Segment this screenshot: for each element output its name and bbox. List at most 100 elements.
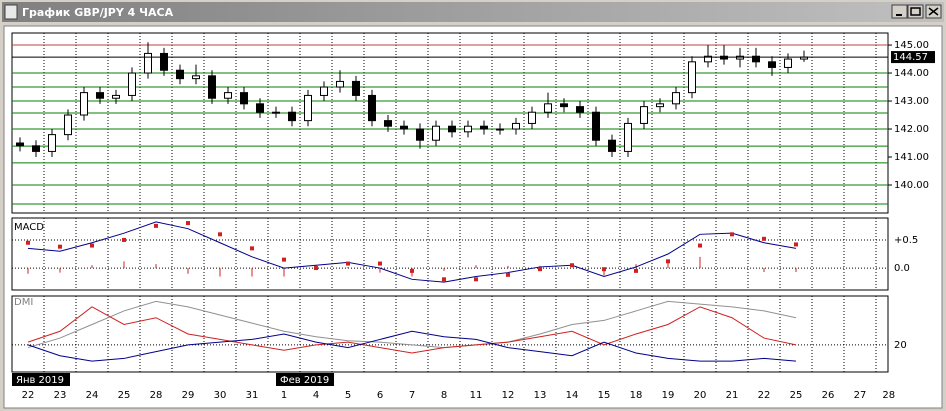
panel-title: DMI xyxy=(14,297,33,308)
x-tick-label: 24 xyxy=(86,390,99,401)
signal-dot xyxy=(730,232,734,237)
last-price-box xyxy=(891,51,935,64)
x-tick-label: 12 xyxy=(502,390,515,401)
x-tick-label: 19 xyxy=(662,390,675,401)
signal-dot xyxy=(794,242,798,247)
candle-body xyxy=(80,92,88,116)
candle-body xyxy=(592,111,600,141)
candle-body xyxy=(256,103,264,113)
candle-body xyxy=(720,55,728,60)
x-tick-label: 31 xyxy=(246,390,259,401)
candle-body xyxy=(64,114,72,136)
candle-body xyxy=(400,125,408,130)
x-tick-label: 22 xyxy=(22,390,35,401)
y-tick-label: 143.00 xyxy=(894,96,929,107)
window-buttons xyxy=(891,4,942,19)
x-tick-label: 28 xyxy=(882,390,895,401)
y-tick-label: 144.00 xyxy=(894,68,929,79)
x-tick-label: 25 xyxy=(790,390,803,401)
candle-body xyxy=(576,106,584,113)
dmi-panel xyxy=(11,295,889,373)
candle-body xyxy=(560,103,568,108)
candle-body xyxy=(432,125,440,141)
x-tick-label: 18 xyxy=(630,390,643,401)
signal-dot xyxy=(154,223,158,228)
signal-dot xyxy=(122,237,126,242)
signal-dot xyxy=(762,236,766,241)
candle-body xyxy=(368,94,376,122)
candle-body xyxy=(624,122,632,152)
y-tick-label: 20 xyxy=(894,340,907,351)
candle-body xyxy=(672,92,680,105)
y-tick-label: +0.5 xyxy=(894,235,918,246)
signal-dot xyxy=(666,259,670,264)
candle-body xyxy=(736,55,744,60)
candle-body xyxy=(192,75,200,80)
month-label: Янв 2019 xyxy=(16,375,64,386)
title-bar xyxy=(2,2,944,22)
signal-dot xyxy=(26,240,30,245)
candle-body xyxy=(544,103,552,113)
candle-body xyxy=(208,75,216,99)
candle-body xyxy=(160,52,168,71)
candle-body xyxy=(320,86,328,96)
indicator-line xyxy=(27,221,797,283)
candle-body xyxy=(304,94,312,122)
y-tick-label: 140.00 xyxy=(894,180,929,191)
panel-title: MACD xyxy=(14,222,44,233)
signal-dot xyxy=(410,268,414,273)
candle-body xyxy=(336,80,344,88)
last-price-label: 144.57 xyxy=(893,52,928,63)
x-tick-label: 4 xyxy=(313,390,319,401)
signal-dot xyxy=(250,246,254,251)
candle-body xyxy=(128,72,136,96)
signal-dot xyxy=(282,257,286,262)
candle-body xyxy=(112,94,120,99)
candle-body xyxy=(656,103,664,108)
x-tick-label: 13 xyxy=(534,390,547,401)
price-panel xyxy=(11,32,889,214)
x-tick-label: 15 xyxy=(598,390,611,401)
x-tick-label: 14 xyxy=(566,390,579,401)
candle-body xyxy=(768,61,776,68)
macd-panel xyxy=(11,217,889,291)
candle-body xyxy=(496,128,504,131)
x-tick-label: 23 xyxy=(54,390,67,401)
candle-body xyxy=(416,128,424,141)
candle-body xyxy=(384,120,392,127)
indicator-line xyxy=(27,330,797,362)
month-label-box xyxy=(276,373,334,386)
candle-body xyxy=(528,111,536,124)
candle-body xyxy=(272,111,280,114)
candle-body xyxy=(176,69,184,80)
y-tick-label: 145.00 xyxy=(894,40,929,51)
x-tick-label: 6 xyxy=(377,390,383,401)
minimize-button[interactable] xyxy=(891,4,908,19)
candle-body xyxy=(240,92,248,105)
signal-dot xyxy=(698,243,702,248)
candle-body xyxy=(640,106,648,124)
signal-dot xyxy=(602,267,606,272)
window-icon xyxy=(4,4,18,20)
signal-dot xyxy=(634,268,638,273)
x-tick-label: 5 xyxy=(345,390,351,401)
signal-dot xyxy=(186,221,190,226)
x-tick-label: 26 xyxy=(822,390,835,401)
x-tick-label: 20 xyxy=(694,390,707,401)
close-icon xyxy=(928,7,939,16)
candle-body xyxy=(48,134,56,152)
y-tick-label: 0.0 xyxy=(894,263,910,274)
y-tick-label: 142.00 xyxy=(894,124,929,135)
candle-body xyxy=(448,125,456,133)
signal-dot xyxy=(346,261,350,266)
candle-body xyxy=(752,55,760,63)
x-tick-label: 7 xyxy=(409,390,415,401)
month-label: Фев 2019 xyxy=(280,375,329,386)
signal-dot xyxy=(570,263,574,268)
x-tick-label: 11 xyxy=(470,390,483,401)
candle-body xyxy=(288,111,296,122)
candle-body xyxy=(32,145,40,152)
candle-body xyxy=(512,122,520,130)
candle-body xyxy=(480,125,488,130)
